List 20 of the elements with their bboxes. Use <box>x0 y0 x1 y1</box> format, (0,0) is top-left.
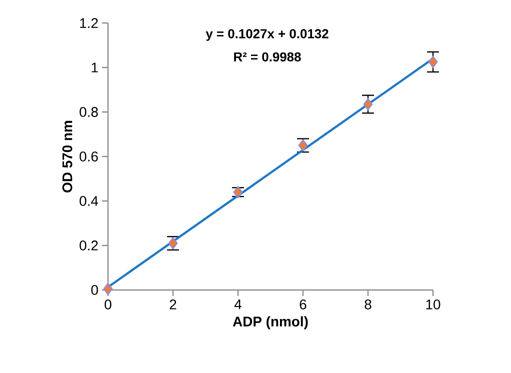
y-tick-label: 0.8 <box>80 107 98 117</box>
point <box>103 282 113 295</box>
x-tick-label: 0 <box>104 300 112 310</box>
y-tick-label: 0.4 <box>80 196 98 206</box>
y-axis-title: OD 570 nm <box>62 120 72 192</box>
y-tick-label: 1.2 <box>80 18 98 28</box>
point <box>363 98 373 110</box>
x-tick-label: 4 <box>234 300 242 310</box>
x-tick-label: 2 <box>170 300 176 310</box>
point <box>428 56 438 68</box>
y-tick-label: 1 <box>92 62 98 72</box>
y-tick-label: 0.2 <box>80 240 98 250</box>
annotation: y = 0.1027x + 0.0132 <box>206 29 328 41</box>
x-tick-label: 8 <box>364 300 372 310</box>
x-axis-title: ADP (nmol) <box>232 316 308 330</box>
x-tick-label: 10 <box>426 300 440 310</box>
y-tick-label: 0 <box>91 285 98 295</box>
annotation: R² = 0.9988 <box>234 52 301 62</box>
y-tick-label: 0.6 <box>80 152 98 162</box>
x-tick-label: 6 <box>300 300 306 310</box>
